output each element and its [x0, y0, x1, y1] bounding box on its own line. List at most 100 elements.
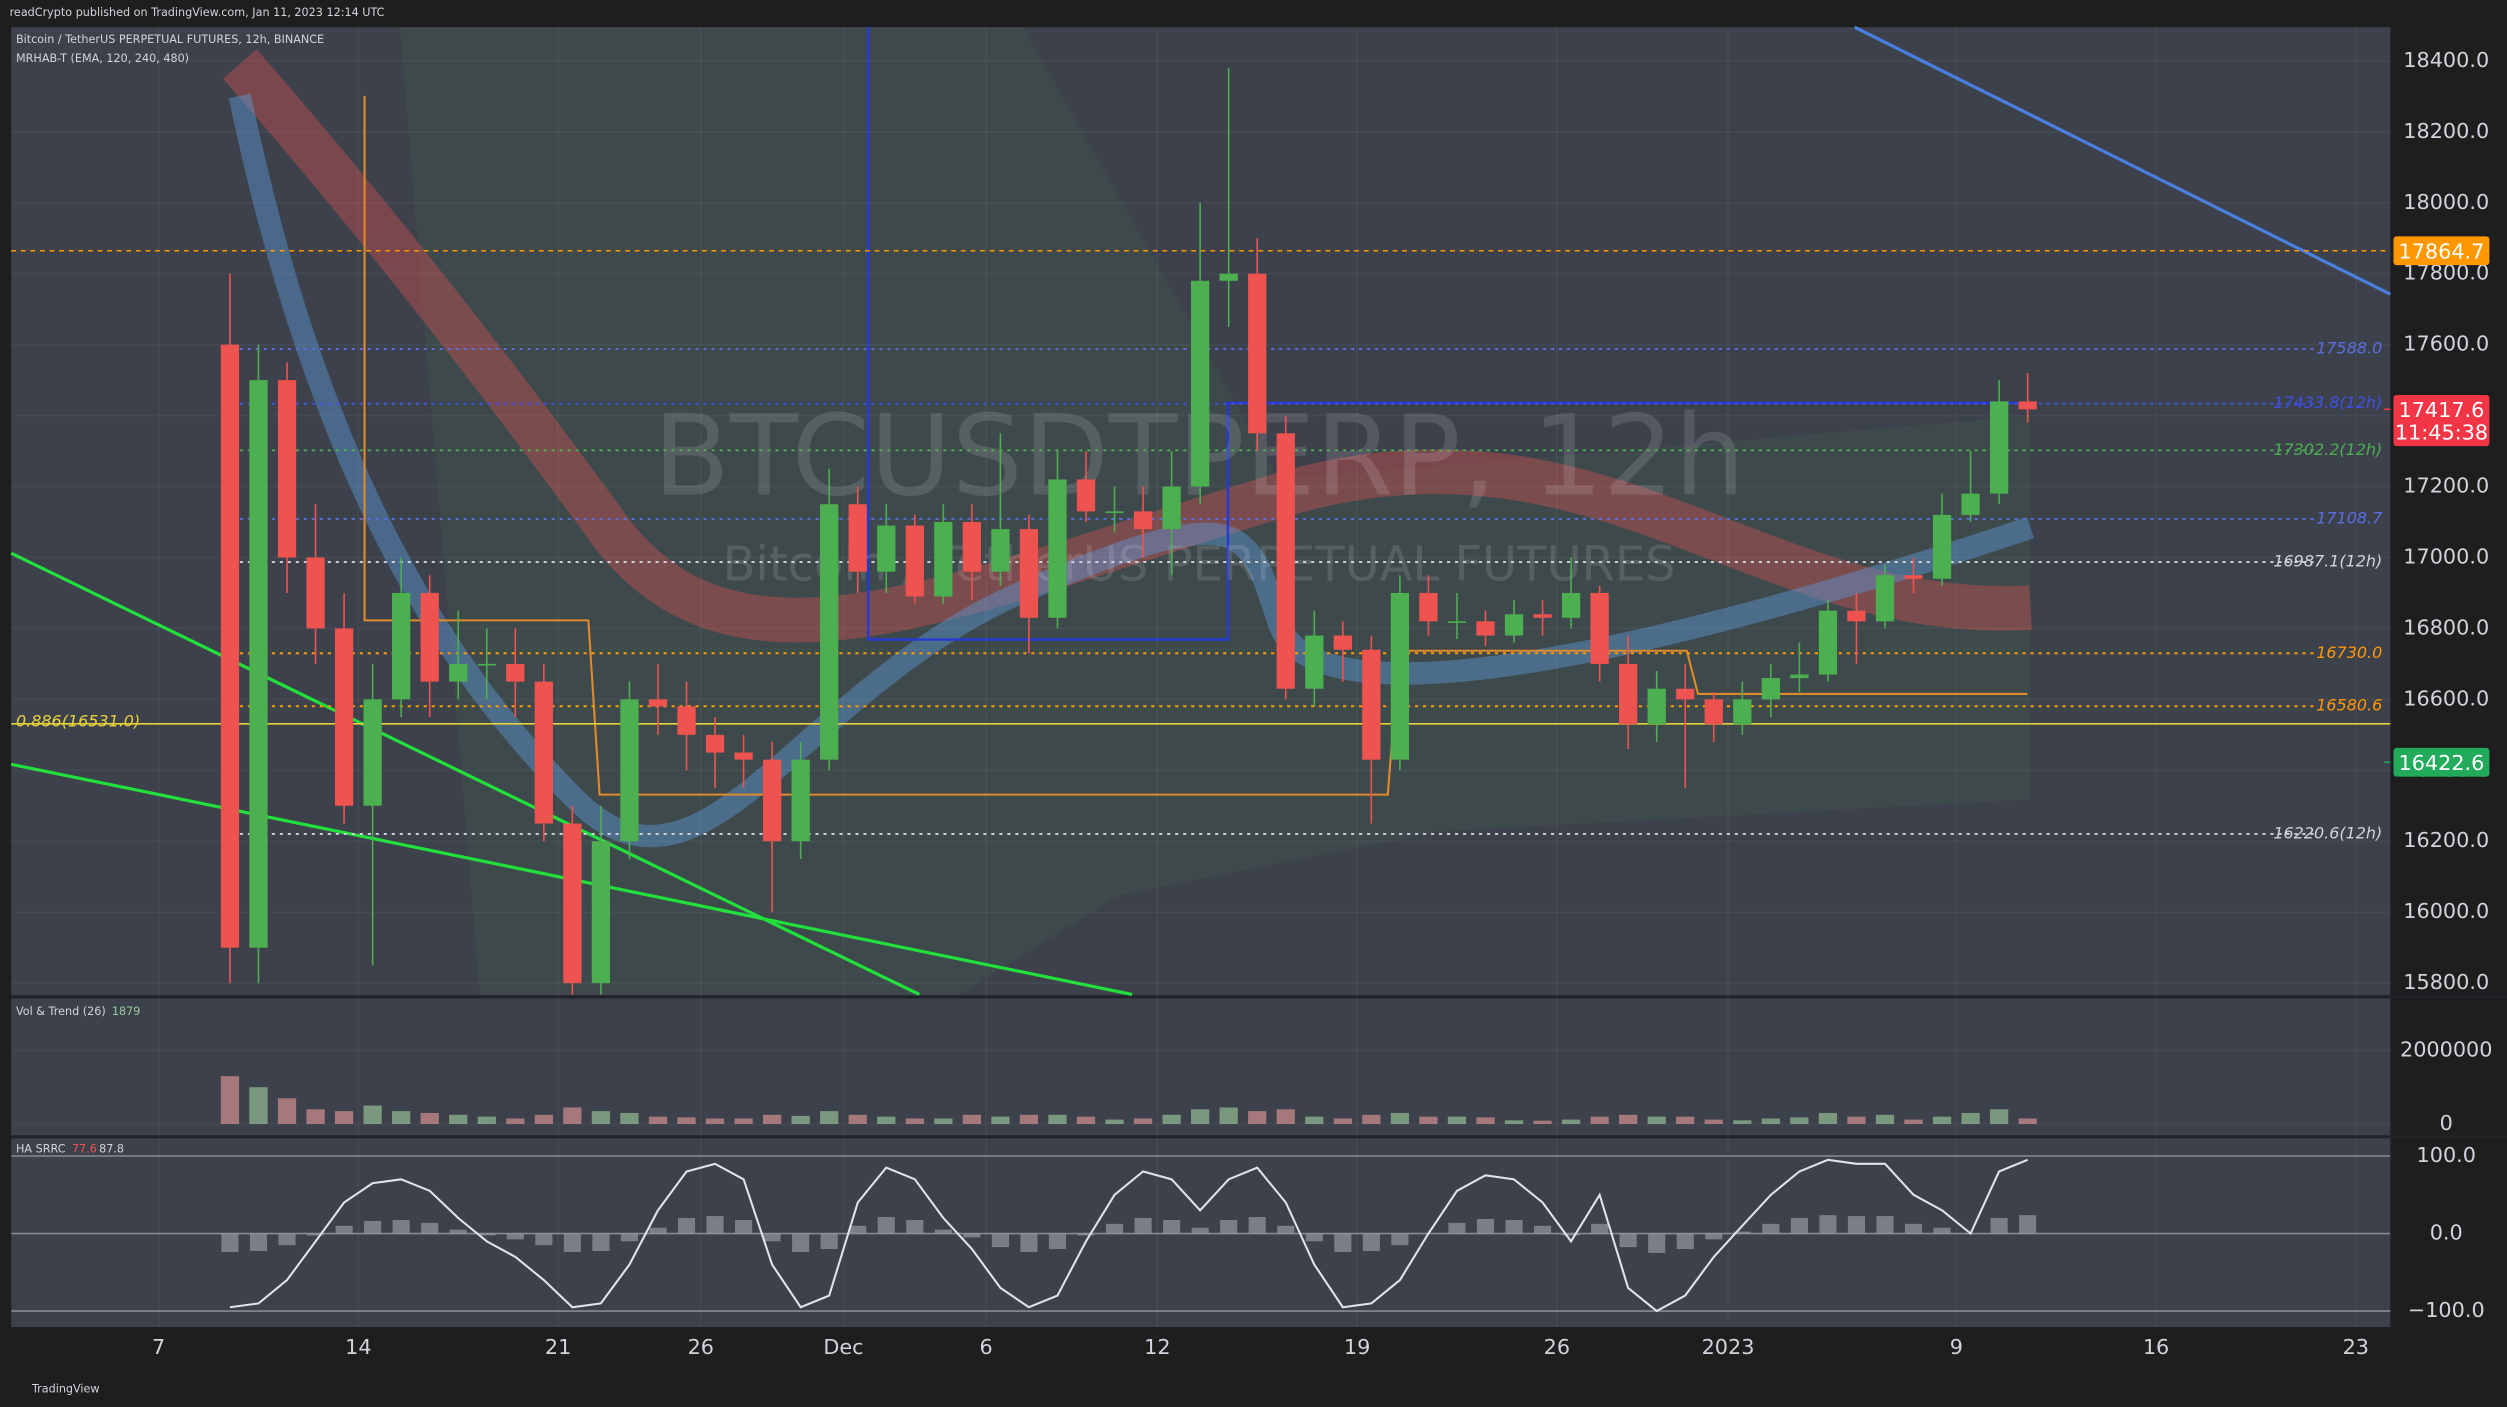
y-tick-label: −100.0	[2408, 1298, 2485, 1322]
candle-body	[762, 759, 782, 842]
y-tick-label: 16000.0	[2403, 899, 2489, 923]
osc-bar	[1305, 1233, 1323, 1242]
level-label: 16220.6(12h)	[2273, 823, 2382, 842]
candle-body	[1305, 635, 1324, 689]
osc-bar	[1619, 1233, 1637, 1248]
volume-bar	[363, 1105, 382, 1124]
x-tick-label: 26	[688, 1335, 714, 1359]
osc-bar	[763, 1233, 781, 1242]
volume-bar	[1590, 1116, 1609, 1124]
volume-bar	[648, 1116, 668, 1124]
range-box	[363, 95, 2028, 796]
volume-bar	[1447, 1116, 1467, 1124]
volume-bar	[1191, 1109, 1210, 1124]
osc-bar	[1448, 1222, 1466, 1234]
price-tag-label: 17417.6	[2399, 398, 2485, 422]
candle-body	[2018, 401, 2037, 410]
candle-body	[1362, 649, 1381, 760]
osc-bar	[249, 1233, 268, 1251]
candle-body	[277, 380, 297, 558]
osc-bar	[877, 1217, 895, 1234]
volume-bar	[877, 1116, 896, 1124]
volume-bar	[1305, 1116, 1324, 1124]
volume-bar	[220, 1076, 240, 1124]
osc-bar	[1733, 1231, 1751, 1234]
symbol: Bitcoin / TetherUS PERPETUAL FUTURES, 12…	[16, 33, 324, 46]
volume-bar	[591, 1111, 611, 1124]
candle-body	[1818, 610, 1838, 675]
candle-body	[1904, 575, 1923, 579]
volume-bar	[1390, 1112, 1410, 1124]
candle-body	[1932, 514, 1952, 579]
y-tick-label: 17200.0	[2403, 474, 2489, 498]
volume-bar	[306, 1109, 325, 1124]
volume-bar	[1818, 1112, 1838, 1124]
candle-body	[591, 841, 611, 984]
y-tick-label: 17600.0	[2403, 332, 2489, 356]
volume-bar	[762, 1114, 782, 1124]
osc-bar	[1334, 1233, 1352, 1252]
osc-bar	[307, 1233, 325, 1236]
volume-bar	[734, 1118, 753, 1124]
osc-bar	[1077, 1233, 1095, 1236]
osc-bar	[1048, 1233, 1067, 1250]
volume-bar	[1961, 1112, 1980, 1124]
y-tick-label: 16200.0	[2403, 828, 2489, 852]
osc-bar	[963, 1233, 981, 1238]
candle-body	[420, 592, 439, 682]
candle-body	[1019, 529, 1039, 618]
candle-body	[705, 734, 725, 753]
candle-body	[1276, 433, 1295, 689]
candle-body	[1875, 575, 1895, 622]
candle-body	[1676, 688, 1695, 700]
y-tick-label: 16800.0	[2403, 615, 2489, 639]
osc-bar	[1591, 1223, 1609, 1234]
osc-bar	[1105, 1223, 1124, 1234]
volume-bar	[934, 1118, 953, 1124]
volume-bar	[563, 1107, 582, 1124]
volume-bar	[1048, 1114, 1067, 1124]
candle-body	[477, 663, 496, 666]
osc-bar	[906, 1219, 924, 1234]
y-tick-label: 16600.0	[2403, 686, 2489, 710]
osc-bar	[1191, 1227, 1209, 1234]
candle-body	[1076, 479, 1096, 512]
volume-bar	[1248, 1111, 1267, 1124]
osc-bar	[620, 1233, 639, 1242]
candle-body	[791, 759, 810, 842]
volume-bar	[534, 1114, 553, 1124]
osc-bar	[1933, 1227, 1951, 1234]
candle-body	[848, 504, 867, 572]
volume-bar	[677, 1117, 696, 1124]
volume-bar	[420, 1112, 439, 1124]
osc-bar	[335, 1225, 353, 1234]
osc-bar	[592, 1233, 610, 1251]
volume-bar	[962, 1114, 981, 1124]
volume-bar	[791, 1115, 810, 1124]
volume-bar	[1276, 1109, 1295, 1124]
osc-bar	[506, 1233, 524, 1240]
osc-bar	[1391, 1233, 1409, 1246]
candle-body	[220, 344, 240, 948]
volume-bar	[1133, 1118, 1153, 1124]
panel-reading: 1879	[112, 1005, 140, 1018]
candle-body	[1647, 688, 1666, 725]
volume-bar	[1419, 1116, 1438, 1124]
candle-body	[1961, 493, 1980, 515]
osc-bar	[677, 1218, 696, 1234]
x-tick-label: 23	[2343, 1335, 2369, 1359]
osc-bar	[1134, 1218, 1152, 1234]
candle-body	[1561, 592, 1581, 618]
price-tag	[2393, 394, 2490, 447]
candle-body	[1248, 273, 1267, 434]
y-tick-label: 18200.0	[2403, 119, 2489, 143]
y-tick-label: 18400.0	[2403, 48, 2489, 72]
level-label: 17433.8(12h)	[2273, 393, 2382, 412]
volume-bar	[1704, 1119, 1723, 1124]
candle-body	[991, 529, 1010, 572]
fib-label: 0.886(16531.0)	[16, 712, 140, 731]
candle-body	[1761, 678, 1780, 700]
osc-bar	[221, 1233, 239, 1252]
price-tag	[2393, 747, 2490, 777]
